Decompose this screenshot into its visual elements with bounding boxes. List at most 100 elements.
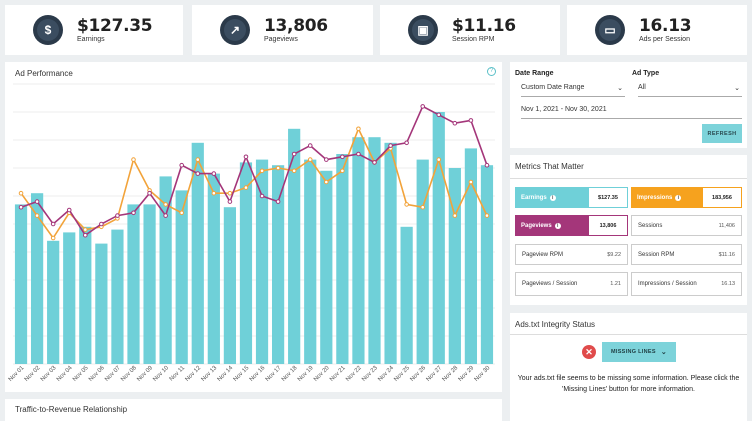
ad-type-select[interactable]: All ⌄ bbox=[638, 84, 742, 97]
chart-point bbox=[227, 199, 233, 204]
session-rpm-label: Session RPM bbox=[452, 35, 495, 43]
chart-point bbox=[211, 190, 217, 196]
chart-point bbox=[195, 171, 201, 176]
chevron-down-icon: ⌄ bbox=[734, 85, 740, 92]
help-icon[interactable]: ? bbox=[487, 67, 496, 76]
chart-point bbox=[83, 227, 88, 232]
refresh-button[interactable]: REFRESH bbox=[702, 124, 742, 143]
chart-point bbox=[291, 168, 297, 174]
x-tick-label: Nov 19 bbox=[297, 365, 315, 383]
metrics-panel: Metrics That Matter Earnings i $127.35 Im… bbox=[510, 155, 747, 305]
chart-bar bbox=[239, 162, 253, 364]
chart-bar bbox=[432, 112, 445, 364]
chart-point bbox=[324, 157, 329, 162]
chart-point bbox=[259, 193, 265, 199]
x-tick-label: Nov 05 bbox=[72, 365, 90, 383]
chart-bar bbox=[159, 176, 172, 364]
chart-bar bbox=[384, 142, 397, 364]
chart-bar bbox=[191, 142, 204, 364]
chart-point bbox=[115, 213, 120, 218]
ad-type-label: Ad Type bbox=[632, 70, 660, 77]
ad-performance-title: Ad Performance bbox=[15, 69, 73, 78]
x-tick-label: Nov 15 bbox=[233, 365, 251, 383]
earnings-label: Earnings bbox=[77, 35, 105, 43]
pageviews-value: 13,806 bbox=[264, 15, 328, 36]
chart-bar bbox=[336, 154, 349, 364]
metric-impressions[interactable]: Impressions i 183,956 bbox=[631, 187, 742, 208]
x-tick-label: Nov 03 bbox=[40, 365, 58, 383]
chart-bar bbox=[223, 207, 237, 364]
ads-per-session-value: 16.13 bbox=[639, 15, 692, 36]
chart-point bbox=[420, 104, 426, 109]
chart-point bbox=[436, 112, 442, 118]
chart-bar bbox=[30, 193, 44, 364]
filters-panel: Date Range Custom Date Range ⌄ Ad Type Al… bbox=[510, 62, 747, 148]
chart-bar bbox=[480, 165, 494, 364]
chart-point bbox=[307, 157, 313, 162]
chart-bar bbox=[14, 204, 28, 364]
metric-pageview-rpm[interactable]: Pageview RPM $9.22 bbox=[515, 244, 628, 265]
chart-point bbox=[452, 120, 458, 126]
x-tick-label: Nov 02 bbox=[24, 365, 42, 383]
metric-earnings[interactable]: Earnings i $127.35 bbox=[515, 187, 628, 208]
metric-impressions-per-session[interactable]: Impressions / Session 16.13 bbox=[631, 272, 742, 296]
chevron-down-icon: ⌄ bbox=[660, 349, 668, 356]
chart-point bbox=[18, 204, 24, 210]
chart-series-line bbox=[20, 126, 488, 240]
missing-lines-button[interactable]: MISSING LINES ⌄ bbox=[602, 342, 676, 362]
dollar-icon: $ bbox=[33, 15, 63, 45]
adstxt-message: Your ads.txt file seems to be missing so… bbox=[517, 375, 740, 393]
chart-point bbox=[147, 190, 152, 196]
x-tick-label: Nov 20 bbox=[313, 365, 331, 383]
adstxt-title: Ads.txt Integrity Status bbox=[515, 320, 596, 329]
stat-card-earnings: $ $127.35 Earnings bbox=[5, 5, 183, 55]
chart-point bbox=[18, 190, 24, 196]
chart-point bbox=[484, 213, 490, 218]
chart-point bbox=[131, 157, 136, 162]
metric-session-rpm[interactable]: Session RPM $11.16 bbox=[631, 244, 742, 265]
chart-bar bbox=[207, 173, 220, 364]
x-tick-label: Nov 06 bbox=[88, 365, 106, 383]
metric-sessions[interactable]: Sessions 11,406 bbox=[631, 215, 742, 236]
date-range-input[interactable]: Nov 1, 2021 - Nov 30, 2021 bbox=[521, 106, 742, 119]
chart-bar bbox=[368, 137, 381, 364]
chart-bar bbox=[143, 204, 156, 364]
chart-point bbox=[259, 168, 265, 174]
chart-point bbox=[420, 204, 426, 210]
chart-point bbox=[195, 157, 201, 162]
metric-pageviews-per-session[interactable]: Pageviews / Session 1.21 bbox=[515, 272, 628, 296]
chart-bar bbox=[255, 159, 269, 364]
chart-bar bbox=[271, 165, 285, 364]
chart-point bbox=[227, 190, 233, 196]
chart-point bbox=[340, 168, 345, 174]
chart-point bbox=[243, 185, 249, 190]
chart-bar bbox=[79, 226, 92, 364]
x-tick-label: Nov 28 bbox=[442, 365, 460, 383]
stat-card-session-rpm: ▣ $11.16 Session RPM bbox=[380, 5, 560, 55]
chart-point bbox=[307, 143, 313, 148]
x-tick-label: Nov 09 bbox=[136, 365, 154, 383]
x-tick-label: Nov 10 bbox=[152, 365, 170, 383]
date-range-select[interactable]: Custom Date Range ⌄ bbox=[521, 84, 625, 97]
metric-pageviews[interactable]: Pageviews i 13,806 bbox=[515, 215, 628, 236]
x-tick-label: Nov 12 bbox=[184, 365, 202, 383]
chart-point bbox=[99, 221, 104, 227]
traffic-revenue-panel: Traffic-to-Revenue Relationship bbox=[5, 399, 502, 421]
chart-point bbox=[291, 151, 297, 157]
chart-bar bbox=[63, 232, 76, 364]
chart-point bbox=[34, 199, 40, 204]
chart-bar bbox=[352, 137, 365, 364]
chart-point bbox=[83, 232, 88, 238]
chart-point bbox=[404, 202, 409, 207]
stat-card-ads-per-session: ▭ 16.13 Ads per Session bbox=[567, 5, 747, 55]
date-range-label: Date Range bbox=[515, 70, 554, 77]
chart-point bbox=[163, 213, 168, 218]
chart-bar bbox=[95, 243, 108, 364]
pageviews-label: Pageviews bbox=[264, 35, 298, 43]
chart-point bbox=[179, 210, 184, 216]
session-rpm-value: $11.16 bbox=[452, 15, 516, 36]
chart-point bbox=[388, 143, 393, 148]
chart-point bbox=[468, 179, 474, 185]
chart-bar bbox=[464, 148, 478, 364]
